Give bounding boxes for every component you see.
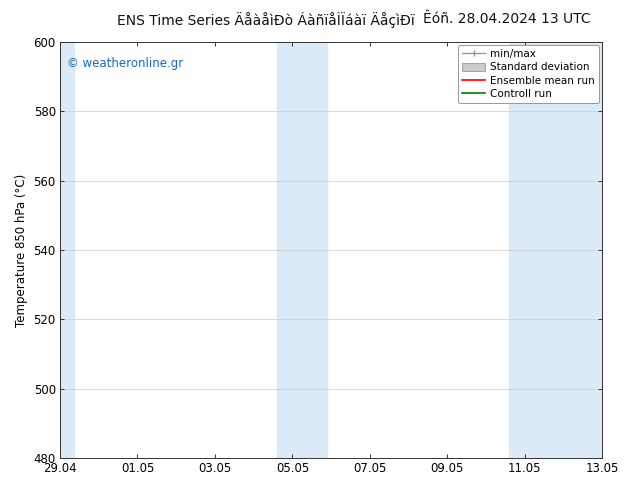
Bar [277, 42, 327, 458]
Bar [544, 42, 602, 458]
Text: Êóñ. 28.04.2024 13 UTC: Êóñ. 28.04.2024 13 UTC [424, 12, 591, 26]
Y-axis label: Temperature 850 hPa (°C): Temperature 850 hPa (°C) [15, 173, 28, 326]
Text: ENS Time Series ÄåàåìÐò ÁàñïåÌÏáàï ÄåçìÐï: ENS Time Series ÄåàåìÐò ÁàñïåÌÏáàï ÄåçìÐ… [117, 12, 415, 28]
Text: © weatheronline.gr: © weatheronline.gr [67, 57, 183, 70]
Legend: min/max, Standard deviation, Ensemble mean run, Controll run: min/max, Standard deviation, Ensemble me… [458, 45, 599, 103]
Bar [60, 42, 74, 458]
Bar [509, 42, 544, 458]
